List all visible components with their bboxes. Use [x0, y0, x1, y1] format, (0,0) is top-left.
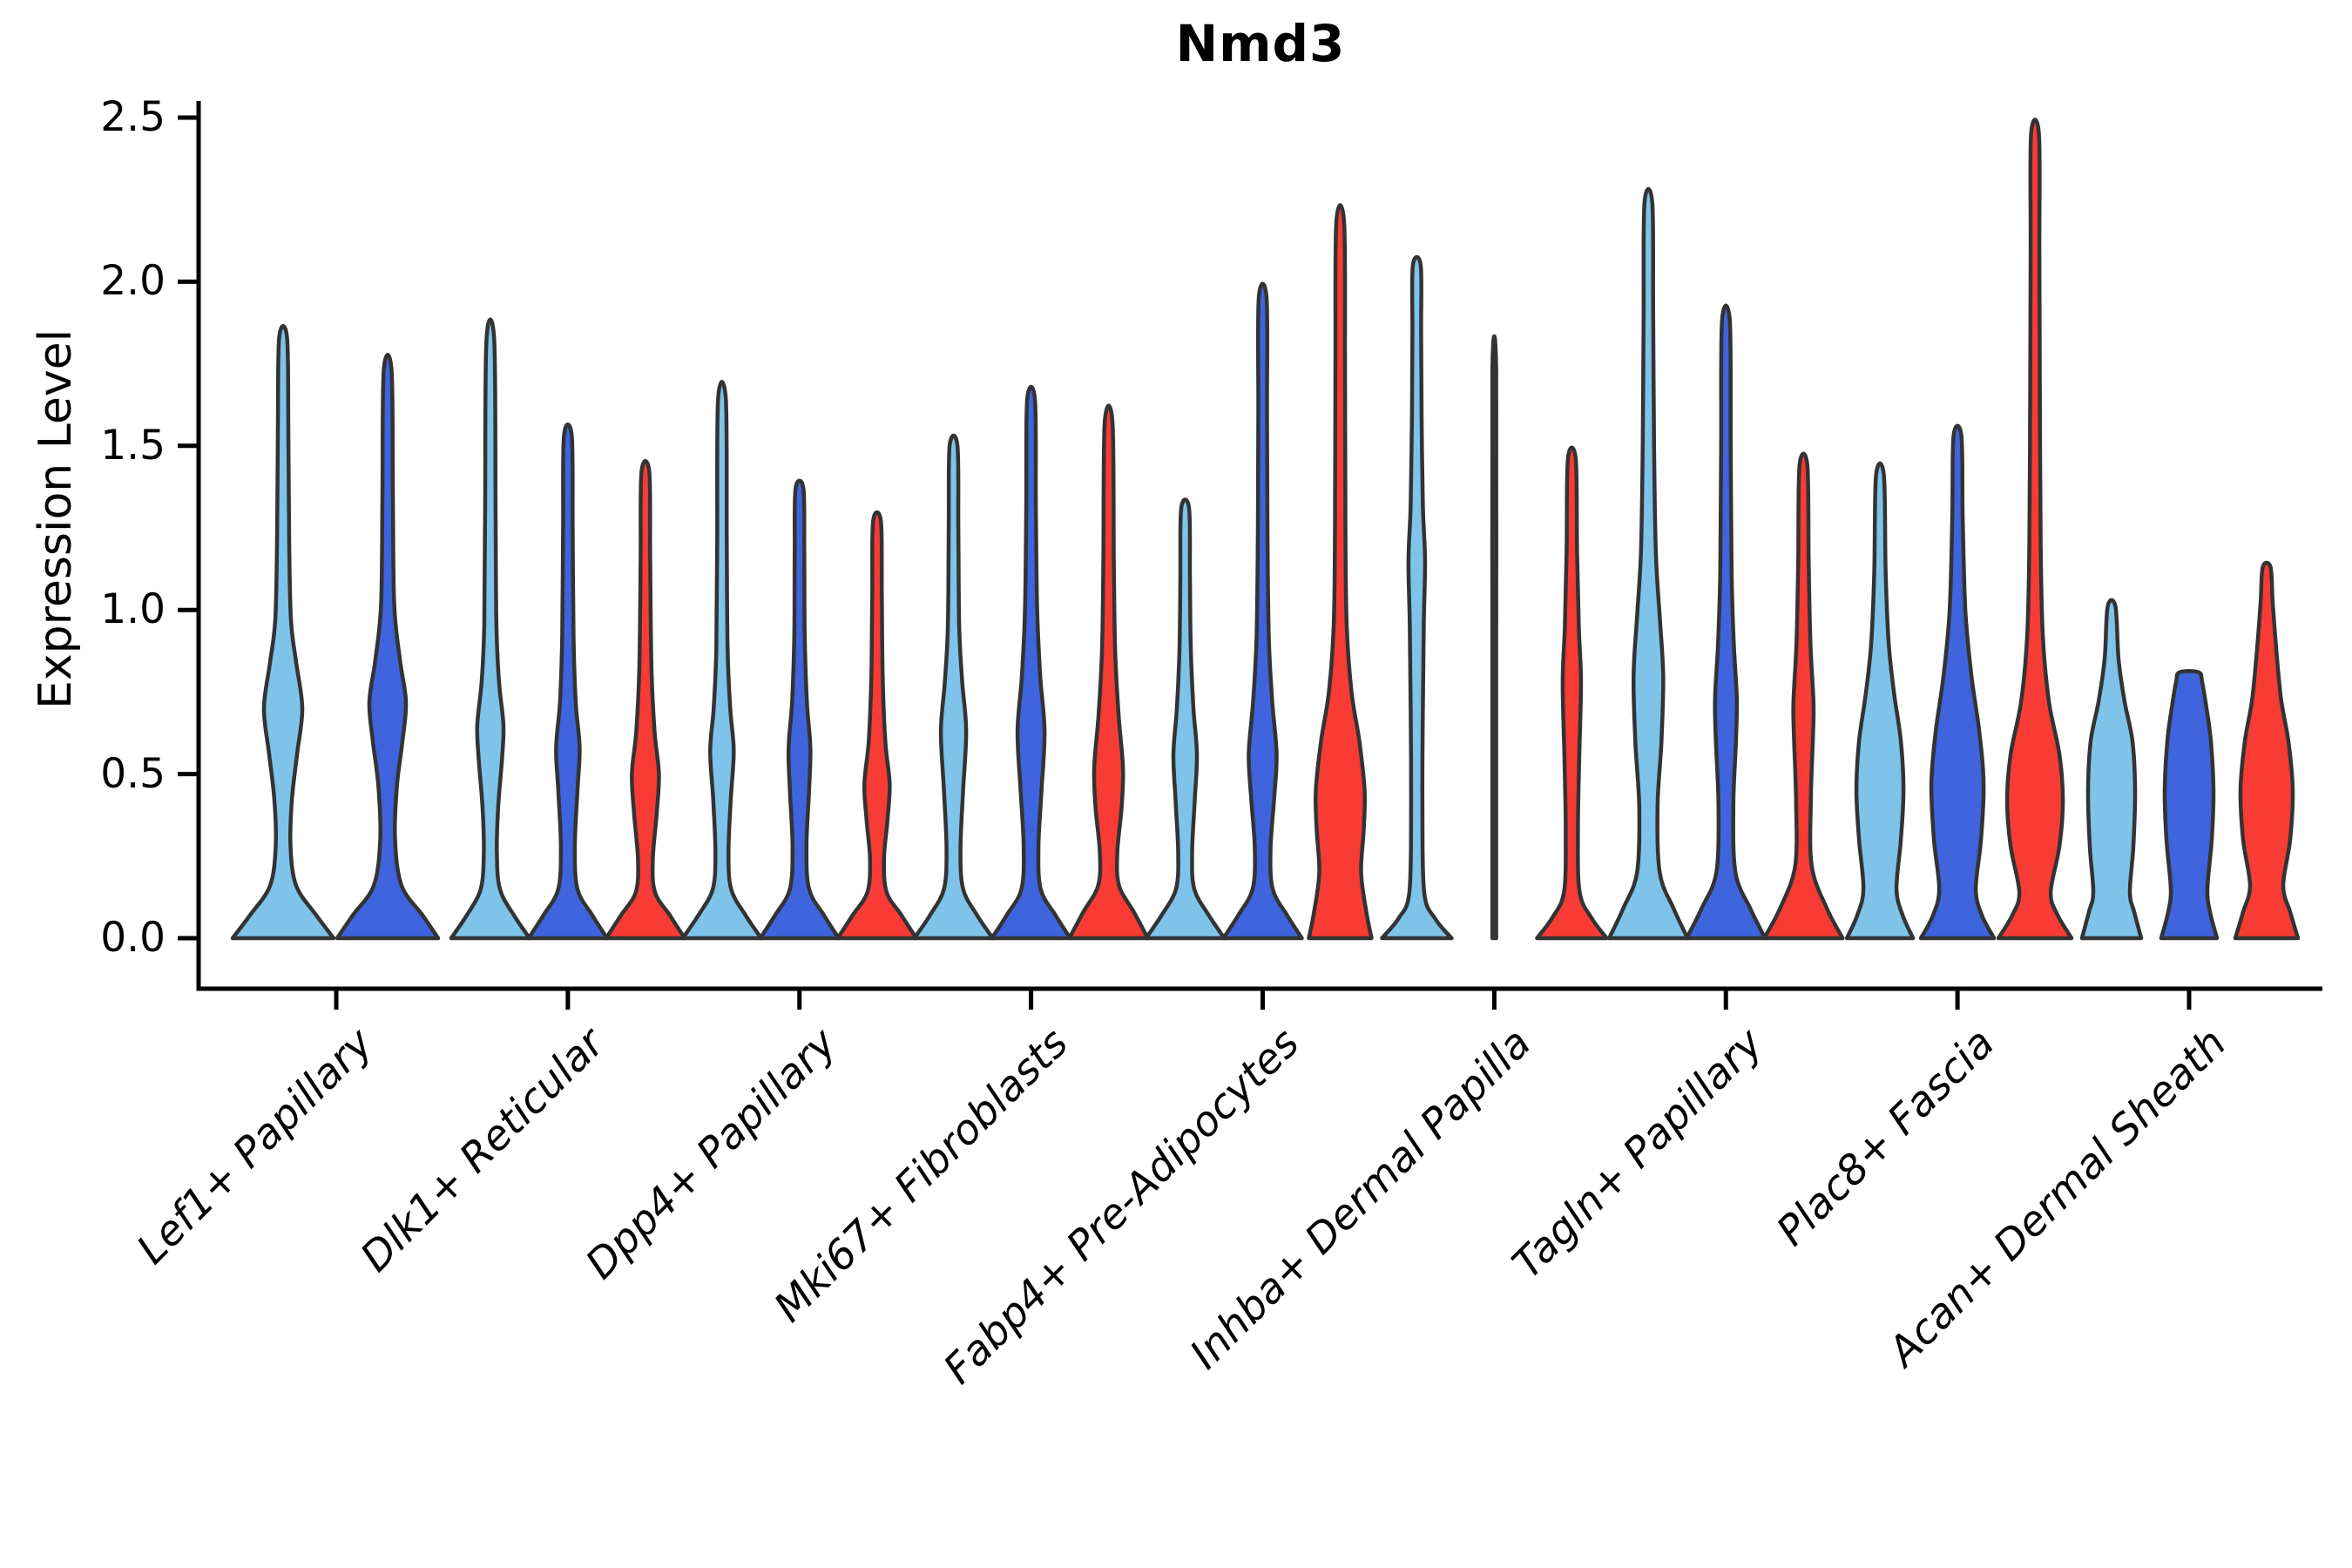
violin-dpp4-papillary-light_blue [680, 380, 764, 941]
axis-spines [196, 101, 2322, 991]
violin-acan-dermal-sheath-red [2233, 560, 2301, 941]
violin-dpp4-papillary-red [835, 510, 919, 941]
y-tick-label: 2.0 [100, 257, 166, 306]
violin-mki67-fibroblasts-red [1067, 403, 1150, 941]
violin-fabp4-pre-adipocytes-red [1307, 203, 1374, 941]
violin-acan-dermal-sheath-blue [2159, 669, 2220, 941]
violin-fabp4-pre-adipocytes-blue [1221, 281, 1304, 941]
violin-fabp4-pre-adipocytes-light_blue [1144, 497, 1227, 941]
violin-inhba-dermal-papilla-light_blue [1380, 254, 1454, 941]
y-tick-label: 0.5 [100, 749, 166, 798]
violin-tagln-papillary-light_blue [1607, 186, 1690, 941]
y-tick-label: 0.0 [100, 914, 166, 962]
chart-title: Nmd3 [1175, 14, 1346, 73]
violin-dlk1-reticular-light_blue [449, 317, 532, 941]
violin-plac8-fascia-light_blue [1844, 461, 1916, 941]
y-tick-label: 2.5 [100, 93, 166, 141]
violin-dpp4-papillary-blue [758, 478, 841, 941]
violin-inhba-dermal-papilla-red [1535, 445, 1609, 941]
violin-lef1-papillary-light_blue [230, 324, 336, 941]
violin-mki67-fibroblasts-light_blue [912, 433, 995, 941]
y-tick-label: 1.5 [100, 421, 166, 470]
violin-dlk1-reticular-red [604, 458, 687, 941]
violin-tagln-papillary-red [1762, 451, 1845, 941]
violin-lef1-papillary-blue [335, 353, 441, 941]
violin-inhba-dermal-papilla-blue [1490, 335, 1499, 941]
violin-plac8-fascia-red [1996, 118, 2074, 941]
violin-acan-dermal-sheath-light_blue [2079, 598, 2144, 941]
violin-dlk1-reticular-blue [526, 422, 610, 941]
violin-tagln-papillary-blue [1685, 303, 1767, 941]
violin-plac8-fascia-blue [1918, 423, 1997, 941]
y-tick-label: 1.0 [100, 585, 166, 634]
violin-mki67-fibroblasts-blue [990, 384, 1072, 941]
